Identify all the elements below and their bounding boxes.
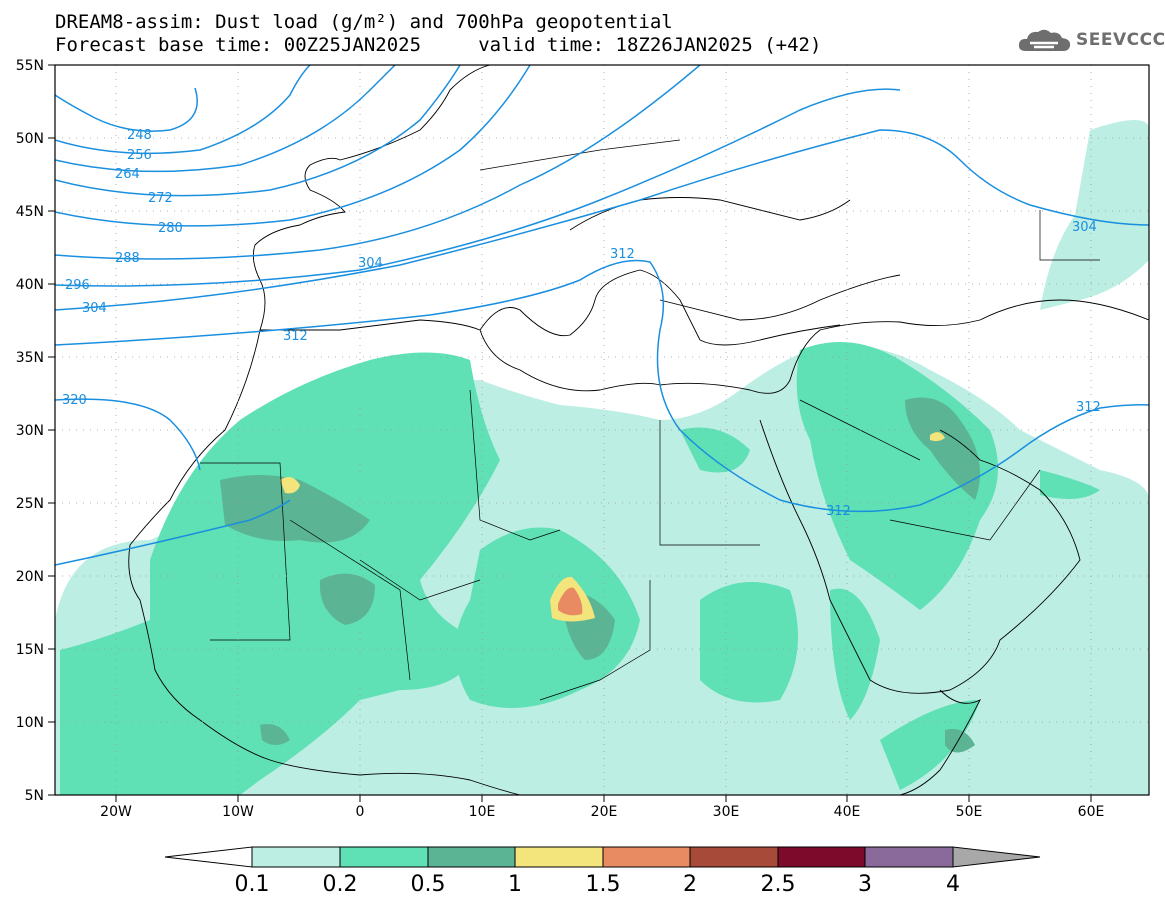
colorbar-swatch-overflow — [952, 846, 1041, 868]
contour-label: 312 — [610, 247, 635, 262]
lat-label: 30N — [16, 423, 44, 439]
lat-labels: 55N 50N 45N 40N 35N 30N 25N 20N 15N 10N … — [16, 58, 44, 804]
contour-label: 264 — [115, 167, 140, 182]
contour-label: 288 — [115, 251, 140, 266]
logo-text: SEEVCCC — [1076, 30, 1165, 50]
coastlines — [128, 65, 1149, 795]
contour-label: 248 — [127, 128, 152, 143]
lon-label: 0 — [356, 804, 365, 820]
lon-label: 50E — [956, 804, 983, 820]
colorbar-swatch — [251, 846, 341, 868]
contour-label: 296 — [65, 278, 90, 293]
lon-label: 30E — [713, 804, 740, 820]
contour-labels: 248 256 264 272 280 288 296 304 304 312 … — [62, 128, 1101, 519]
lon-label: 40E — [834, 804, 861, 820]
contour-label: 280 — [158, 221, 183, 236]
colorbar-swatch — [514, 846, 604, 868]
contour-label: 320 — [62, 393, 87, 408]
contour-label: 256 — [127, 148, 152, 163]
colorbar-label: 2.5 — [761, 872, 796, 897]
contour-label: 312 — [1076, 400, 1101, 415]
lon-label: 20E — [591, 804, 618, 820]
colorbar-label: 0.1 — [235, 872, 270, 897]
lon-label: 20W — [100, 804, 132, 820]
colorbar-label: 1 — [508, 872, 522, 897]
lat-label: 50N — [16, 131, 44, 147]
lat-label: 5N — [25, 788, 44, 804]
lat-label: 40N — [16, 277, 44, 293]
lon-label: 60E — [1078, 804, 1105, 820]
geopotential-contours — [55, 65, 1149, 566]
colorbar-swatch — [777, 846, 866, 868]
colorbar-swatch — [339, 846, 429, 868]
colorbar-label: 0.2 — [323, 872, 358, 897]
colorbar-label: 1.5 — [586, 872, 621, 897]
gridlines — [55, 65, 1149, 795]
colorbar-swatch — [602, 846, 691, 868]
contour-label: 312 — [283, 329, 308, 344]
lon-label: 10W — [222, 804, 254, 820]
contour-label: 272 — [148, 191, 173, 206]
lat-label: 10N — [16, 715, 44, 731]
lat-label: 45N — [16, 204, 44, 220]
contour-label: 312 — [826, 504, 851, 519]
colorbar-label: 2 — [683, 872, 697, 897]
contour-label: 304 — [358, 256, 383, 271]
lat-ticks — [48, 64, 55, 796]
colorbar-swatch — [864, 846, 954, 868]
lat-label: 55N — [16, 58, 44, 74]
contour-label: 304 — [1072, 220, 1097, 235]
colorbar-label: 0.5 — [411, 872, 446, 897]
dust-field — [55, 120, 1149, 795]
lat-label: 35N — [16, 350, 44, 366]
lat-label: 25N — [16, 496, 44, 512]
colorbar-label: 4 — [946, 872, 960, 897]
colorbar-swatch — [427, 846, 516, 868]
colorbar-swatch-underflow — [164, 846, 253, 868]
colorbar: 0.1 0.2 0.5 1 1.5 2 2.5 3 4 — [164, 846, 1041, 897]
lat-label: 15N — [16, 642, 44, 658]
lat-label: 20N — [16, 569, 44, 585]
contour-label: 304 — [82, 301, 107, 316]
cloud-icon — [1018, 29, 1071, 51]
colorbar-swatch — [689, 846, 779, 868]
colorbar-label: 3 — [858, 872, 872, 897]
forecast-times: Forecast base time: 00Z25JAN2025 valid t… — [55, 34, 822, 56]
lon-label: 10E — [469, 804, 496, 820]
seevccc-logo: SEEVCCC — [1018, 26, 1165, 54]
lon-labels: 20W 10W 0 10E 20E 30E 40E 50E 60E — [100, 804, 1104, 820]
chart-title: DREAM8-assim: Dust load (g/m²) and 700hP… — [55, 11, 673, 33]
lon-ticks — [115, 795, 1092, 802]
